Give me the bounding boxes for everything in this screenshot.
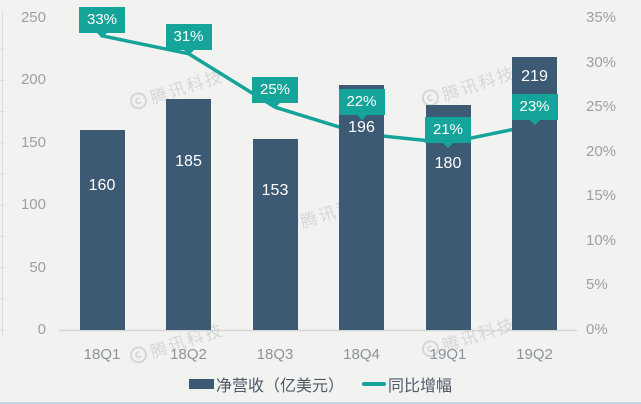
- y-axis-tick-right: 0%: [586, 321, 608, 338]
- legend: 净营收（亿美元） 同比增幅: [0, 372, 641, 396]
- growth-label-18Q1: 33%: [79, 7, 125, 38]
- y-axis-tick-left: 200: [20, 71, 46, 89]
- y-axis-tick-right: 10%: [586, 231, 617, 249]
- bar-value-label: 160: [88, 177, 116, 194]
- growth-label-18Q2: 31%: [165, 24, 212, 55]
- y-axis-tick-left: 100: [20, 196, 46, 214]
- y-axis-tick-left: 50: [29, 258, 46, 276]
- left-edge-axis: [0, 10, 5, 336]
- x-axis-label-18Q4: 18Q4: [343, 346, 380, 363]
- y-axis-tick-right: 35%: [586, 9, 617, 26]
- legend-label-growth: 同比增幅: [388, 378, 453, 395]
- x-axis-label-19Q1: 19Q1: [429, 346, 467, 363]
- growth-label-19Q2: 23%: [511, 94, 558, 125]
- x-axis-label-18Q1: 18Q1: [83, 346, 121, 363]
- bar-value-label: 219: [521, 68, 548, 85]
- y-axis-tick-right: 15%: [586, 187, 617, 205]
- bar-18Q2: [166, 99, 211, 330]
- y-axis-tick-right: 25%: [586, 98, 617, 116]
- y-axis-tick-left: 250: [20, 9, 46, 26]
- bar-18Q1: [79, 130, 125, 330]
- legend-label-revenue: 净营收（亿美元）: [215, 378, 344, 395]
- y-axis-tick-left: 0: [37, 321, 46, 338]
- y-axis-tick-left: 150: [20, 133, 46, 151]
- bar-value-label: 185: [175, 153, 202, 170]
- bar-18Q3: [252, 139, 298, 330]
- x-axis-label-18Q3: 18Q3: [256, 346, 294, 363]
- growth-label-19Q1: 21%: [425, 117, 471, 148]
- y-axis-tick-right: 5%: [586, 276, 608, 294]
- x-axis-label-18Q2: 18Q2: [170, 346, 207, 363]
- bar-series-swatch-icon: [188, 379, 214, 389]
- line-series-swatch-icon: [362, 382, 386, 386]
- bar-value-label: 180: [434, 155, 462, 172]
- bar-value-label: 153: [261, 182, 289, 199]
- y-axis-tick-right: 30%: [586, 53, 617, 71]
- y-axis-tick-right: 20%: [586, 142, 617, 160]
- legend-item-revenue: 净营收（亿美元）: [188, 372, 344, 396]
- growth-label-18Q3: 25%: [252, 77, 298, 108]
- x-axis-label-19Q2: 19Q2: [516, 346, 553, 363]
- bar-18Q4: [339, 85, 384, 330]
- legend-item-growth: 同比增幅: [362, 372, 452, 396]
- growth-label-18Q4: 22%: [338, 89, 385, 120]
- bar-value-label: 196: [348, 119, 375, 136]
